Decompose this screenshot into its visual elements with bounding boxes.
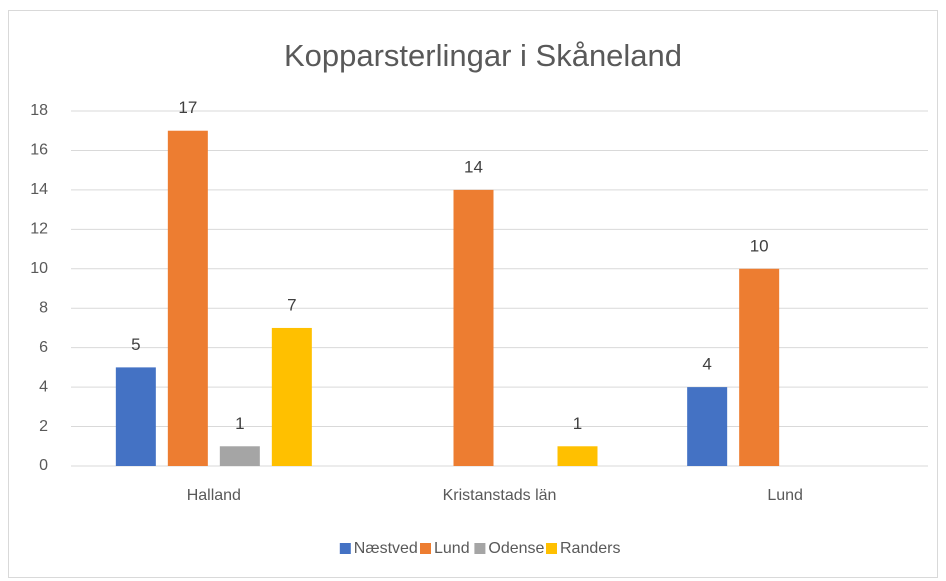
data-label: 4 — [702, 355, 711, 374]
data-label: 1 — [235, 414, 244, 433]
chart-title: Kopparsterlingar i Skåneland — [284, 38, 682, 73]
data-label: 7 — [287, 295, 296, 314]
y-tick-label: 10 — [30, 260, 48, 277]
y-tick-label: 12 — [30, 221, 48, 238]
y-tick-label: 4 — [39, 378, 48, 395]
data-label: 17 — [178, 98, 197, 117]
legend-label: Næstved — [354, 540, 418, 557]
legend-swatch — [546, 543, 557, 554]
data-label: 1 — [573, 414, 582, 433]
y-tick-label: 18 — [30, 102, 48, 119]
y-tick-label: 16 — [30, 142, 48, 159]
legend-swatch — [339, 543, 351, 554]
data-label: 5 — [131, 335, 140, 354]
y-tick-label: 14 — [30, 181, 48, 198]
x-tick-label: Lund — [767, 487, 803, 504]
bar — [739, 268, 780, 466]
bar — [271, 327, 312, 466]
y-tick-label: 0 — [39, 457, 48, 474]
legend-swatch — [474, 543, 486, 554]
bar — [453, 189, 494, 466]
legend-label: Randers — [560, 540, 620, 557]
legend-swatch — [420, 543, 431, 554]
bar — [557, 446, 598, 466]
bar — [115, 367, 156, 466]
x-tick-label: Halland — [187, 487, 241, 504]
y-tick-label: 6 — [39, 339, 48, 356]
bar — [687, 387, 728, 466]
y-tick-label: 8 — [39, 299, 48, 316]
legend-label: Lund — [434, 540, 470, 557]
data-label: 14 — [464, 157, 483, 176]
bar — [167, 130, 208, 466]
y-tick-label: 2 — [39, 418, 48, 435]
bar — [219, 446, 260, 466]
x-tick-label: Kristanstads län — [443, 487, 557, 504]
data-label: 10 — [750, 236, 769, 255]
legend-label: Odense — [488, 540, 544, 557]
